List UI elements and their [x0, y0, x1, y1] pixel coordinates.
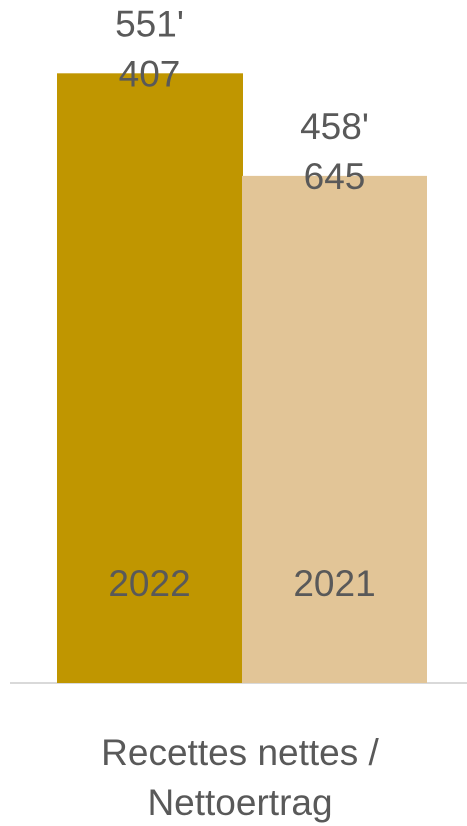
value-label-2022-line-1: 551' — [115, 3, 184, 44]
value-label-2022-line-2: 407 — [119, 53, 181, 94]
series-label-2022: 2022 — [108, 563, 190, 604]
bar-2021 — [242, 175, 427, 683]
series-label-2021: 2021 — [293, 563, 375, 604]
value-label-2021-line-2: 645 — [304, 156, 366, 197]
bar-2022 — [57, 73, 243, 684]
value-label-2021-line-1: 458' — [300, 106, 369, 147]
bars-group: 551' 407 2022 458' 645 2021 — [57, 3, 427, 684]
category-label-line-1: Recettes nettes / — [101, 732, 379, 773]
category-label-line-2: Nettoertrag — [147, 782, 332, 823]
